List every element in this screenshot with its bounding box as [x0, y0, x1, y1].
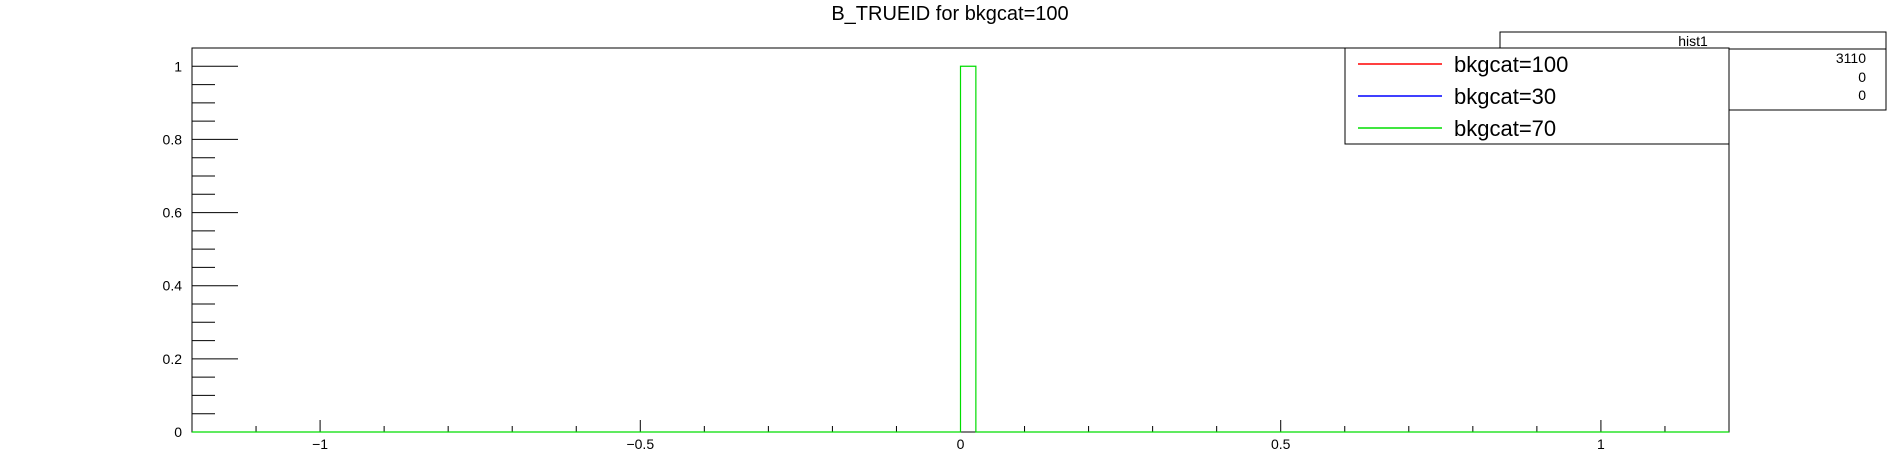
series-line — [192, 65, 1729, 433]
x-tick-label: 1 — [1597, 436, 1605, 452]
x-tick-label: −1 — [312, 436, 328, 452]
legend-label: bkgcat=70 — [1454, 116, 1556, 141]
legend-label: bkgcat=30 — [1454, 84, 1556, 109]
chart-title: B_TRUEID for bkgcat=100 — [831, 3, 1068, 25]
y-tick-label: 0.6 — [163, 205, 183, 221]
x-axis: −1 −0.5 0 0.5 1 — [191, 420, 1730, 452]
y-tick-label: 0.2 — [163, 351, 183, 367]
y-tick-label: 0.8 — [163, 131, 183, 147]
y-tick-label: 0.4 — [163, 278, 183, 294]
y-tick-label: 1 — [174, 58, 182, 74]
stats-box-title: hist1 — [1678, 33, 1708, 49]
stats-value-mean: 0 — [1858, 69, 1866, 85]
x-tick-label: 0.5 — [1271, 436, 1291, 452]
stats-value-entries: 3110 — [1836, 50, 1866, 66]
legend: bkgcat=100 bkgcat=30 bkgcat=70 — [1344, 47, 1730, 145]
series-layer — [192, 65, 1729, 433]
y-axis: 0 0.2 0.4 0.6 0.8 1 — [163, 47, 238, 440]
legend-label: bkgcat=100 — [1454, 52, 1568, 77]
x-tick-label: 0 — [957, 436, 965, 452]
x-tick-label: −0.5 — [626, 436, 654, 452]
y-tick-label: 0 — [174, 424, 182, 440]
stats-value-stddev: 0 — [1858, 87, 1866, 103]
